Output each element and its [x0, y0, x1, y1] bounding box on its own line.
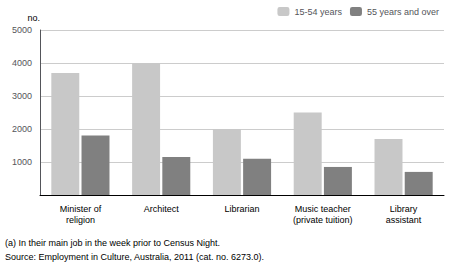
svg-text:(private tuition): (private tuition)	[293, 215, 353, 225]
svg-text:(a) In their main job in the w: (a) In their main job in the week prior …	[5, 238, 220, 248]
svg-text:2000: 2000	[12, 124, 32, 134]
svg-text:5000: 5000	[12, 25, 32, 35]
svg-text:no.: no.	[27, 13, 40, 23]
svg-text:Architect: Architect	[144, 204, 180, 214]
svg-text:1000: 1000	[12, 157, 32, 167]
svg-text:15-54 years: 15-54 years	[294, 7, 342, 17]
svg-text:Minister of: Minister of	[60, 204, 102, 214]
svg-text:55 years and over: 55 years and over	[367, 7, 439, 17]
svg-text:Library: Library	[390, 204, 418, 214]
svg-text:4000: 4000	[12, 58, 32, 68]
svg-text:religion: religion	[66, 215, 95, 225]
svg-text:Librarian: Librarian	[224, 204, 259, 214]
svg-text:3000: 3000	[12, 91, 32, 101]
svg-text:Source: Employment in Culture,: Source: Employment in Culture, Australia…	[5, 252, 264, 262]
svg-text:assistant: assistant	[386, 215, 422, 225]
svg-text:Music teacher: Music teacher	[295, 204, 351, 214]
